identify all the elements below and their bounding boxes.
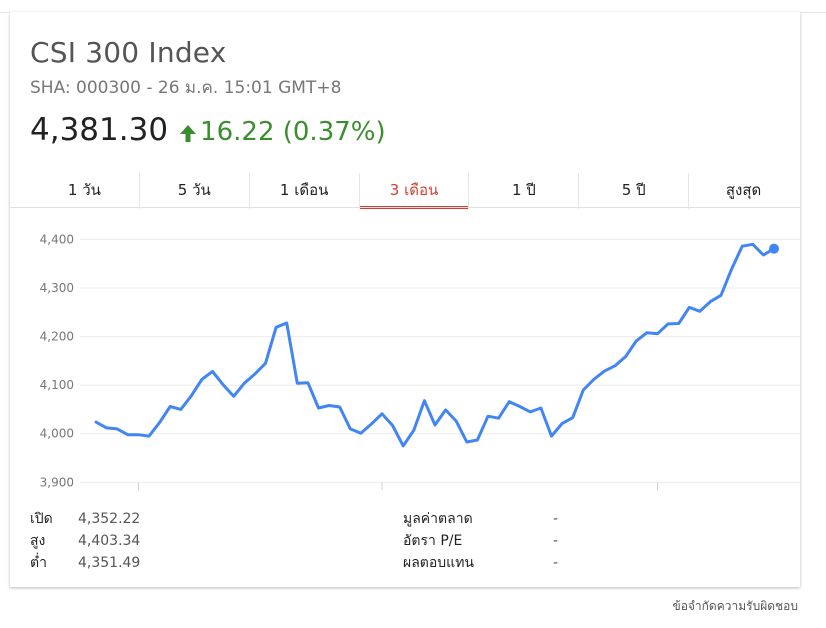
tab-1-day[interactable]: 1 วัน: [30, 173, 140, 209]
stat-value: 4,403.34: [78, 533, 141, 549]
y-tick-label: 4,400: [40, 232, 74, 246]
disclaimer-link[interactable]: ข้อจำกัดความรับผิดชอบ: [672, 599, 798, 613]
range-tabs: 1 วัน 5 วัน 1 เดือน 3 เดือน 1 ปี 5 ปี สู…: [30, 173, 798, 209]
stat-label: มูลค่าตลาด: [403, 511, 473, 527]
stat-value: 4,351.49: [78, 555, 141, 571]
stat-row-pe-ratio: อัตรา P/E -: [403, 530, 558, 552]
index-subtitle: SHA: 000300 - 26 ม.ค. 15:01 GMT+8: [30, 78, 342, 98]
y-tick-label: 4,200: [40, 330, 74, 344]
tab-1-month[interactable]: 1 เดือน: [250, 173, 360, 209]
stock-card: CSI 300 Index SHA: 000300 - 26 ม.ค. 15:0…: [10, 12, 800, 587]
stats-left: เปิด 4,352.22 สูง 4,403.34 ต่ำ 4,351.49: [30, 508, 140, 574]
price-row: 4,381.30 16.22 (0.37%): [30, 112, 386, 152]
tab-5-year[interactable]: 5 ปี: [579, 173, 690, 209]
stats-right: มูลค่าตลาด - อัตรา P/E - ผลตอบแทน -: [403, 508, 558, 574]
tab-5-day[interactable]: 5 วัน: [140, 173, 250, 209]
stat-label: สูง: [30, 533, 46, 549]
stat-value: -: [553, 511, 559, 527]
last-price-point: [769, 243, 779, 254]
price-change: 16.22 (0.37%): [200, 117, 386, 147]
stat-value: 4,352.22: [78, 511, 141, 527]
y-tick-label: 4,300: [40, 281, 74, 295]
stat-row-low: ต่ำ 4,351.49: [30, 552, 140, 574]
stat-label: ผลตอบแทน: [403, 555, 474, 571]
y-tick-label: 4,000: [40, 427, 74, 441]
stat-label: เปิด: [30, 511, 53, 527]
y-tick-label: 3,900: [40, 475, 74, 489]
arrow-up-icon: [180, 125, 197, 142]
tab-1-year[interactable]: 1 ปี: [469, 173, 580, 209]
current-price: 4,381.30: [30, 112, 169, 148]
tab-3-month[interactable]: 3 เดือน: [359, 173, 470, 209]
tabs-divider: [10, 207, 800, 208]
tab-max[interactable]: สูงสุด: [725, 181, 762, 199]
price-series-line: [94, 242, 776, 448]
index-title: CSI 300 Index: [30, 36, 227, 69]
stat-label: อัตรา P/E: [403, 533, 463, 549]
stat-value: -: [553, 533, 559, 549]
y-tick-label: 4,100: [40, 378, 74, 392]
stat-label: ต่ำ: [30, 555, 47, 571]
stat-row-open: เปิด 4,352.22: [30, 508, 140, 530]
stat-value: -: [553, 555, 559, 571]
stat-row-yield: ผลตอบแทน -: [403, 552, 558, 574]
stat-row-high: สูง 4,403.34: [30, 530, 140, 552]
stat-row-market-cap: มูลค่าตลาด -: [403, 508, 558, 530]
